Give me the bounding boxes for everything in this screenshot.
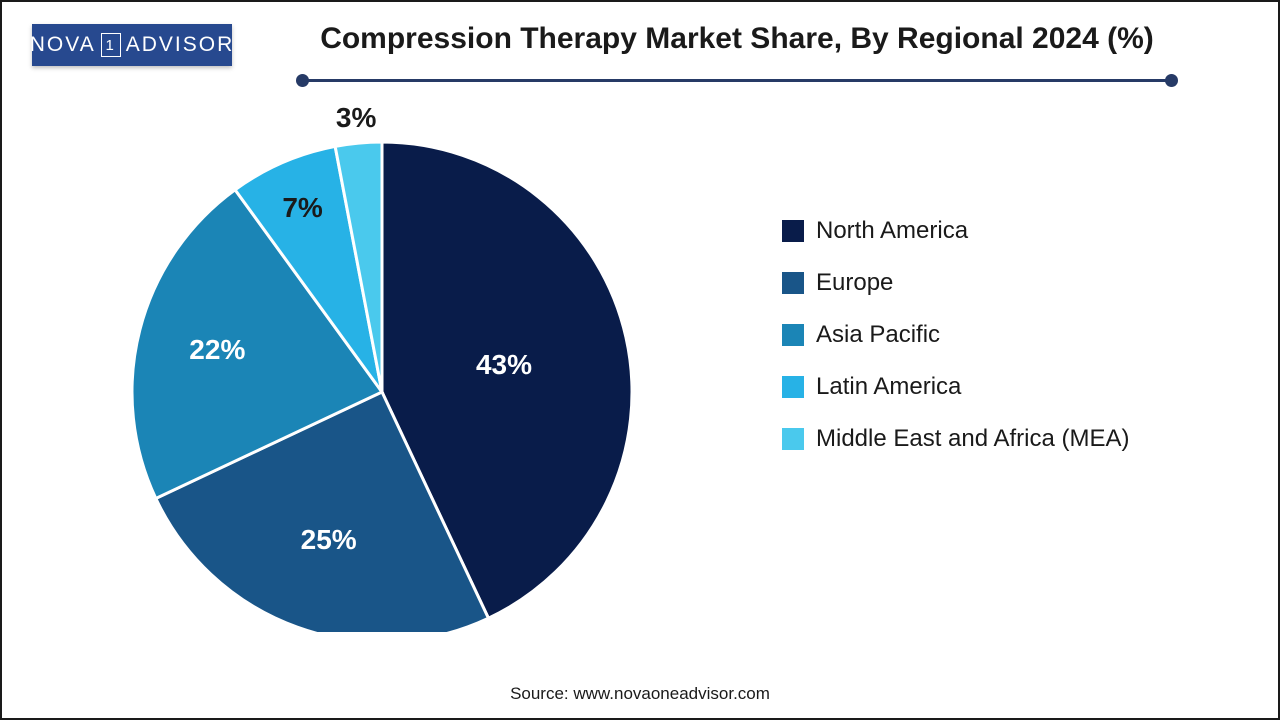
slice-label: 7% (282, 192, 322, 224)
brand-logo: NOVA 1 ADVISOR (32, 24, 232, 66)
legend-item: North America (782, 217, 1202, 245)
legend-swatch (782, 376, 804, 398)
legend-label: Asia Pacific (816, 321, 940, 349)
legend-item: Latin America (782, 373, 1202, 401)
legend-label: Middle East and Africa (MEA) (816, 425, 1129, 453)
brand-logo-text: NOVA 1 ADVISOR (30, 33, 235, 57)
logo-right: ADVISOR (126, 33, 235, 57)
legend-label: Europe (816, 269, 893, 297)
pie-chart: 43%25%22%7%3% (122, 112, 642, 632)
divider-dot-left (296, 74, 309, 87)
slice-label: 43% (476, 349, 532, 381)
legend: North America Europe Asia Pacific Latin Ame… (782, 217, 1202, 477)
legend-swatch (782, 220, 804, 242)
slice-label: 3% (336, 102, 376, 134)
logo-left: NOVA (30, 33, 96, 57)
legend-item: Europe (782, 269, 1202, 297)
source-attribution: Source: www.novaoneadvisor.com (2, 684, 1278, 704)
logo-one-icon: 1 (101, 33, 121, 57)
legend-swatch (782, 272, 804, 294)
pie-svg (122, 112, 642, 632)
chart-title: Compression Therapy Market Share, By Reg… (302, 22, 1172, 56)
chart-frame: NOVA 1 ADVISOR Compression Therapy Marke… (0, 0, 1280, 720)
slice-label: 25% (301, 524, 357, 556)
legend-swatch (782, 428, 804, 450)
title-divider (302, 74, 1172, 88)
divider-dot-right (1165, 74, 1178, 87)
legend-label: Latin America (816, 373, 961, 401)
slice-label: 22% (189, 334, 245, 366)
legend-swatch (782, 324, 804, 346)
legend-item: Middle East and Africa (MEA) (782, 425, 1202, 453)
legend-label: North America (816, 217, 968, 245)
legend-item: Asia Pacific (782, 321, 1202, 349)
divider-line (302, 79, 1172, 82)
